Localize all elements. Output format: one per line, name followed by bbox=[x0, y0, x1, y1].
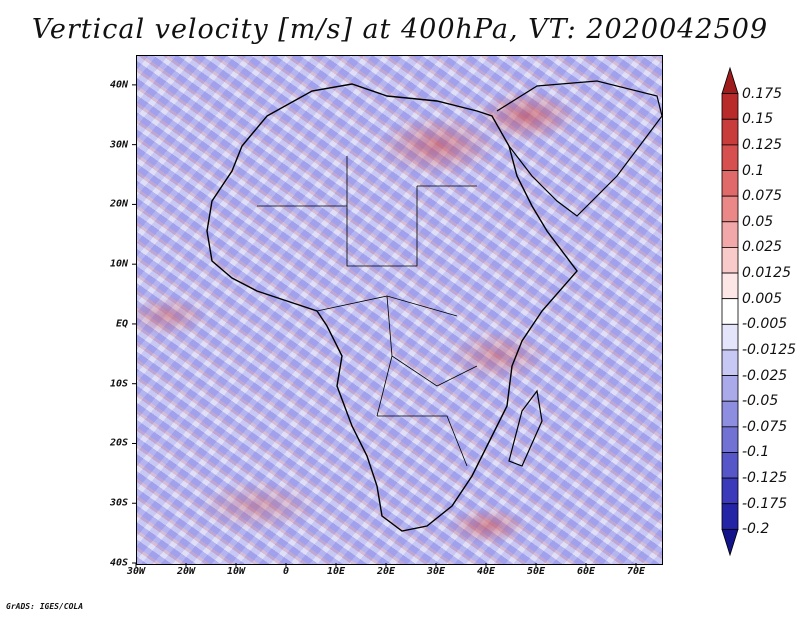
colorbar-label: 0.0125 bbox=[742, 265, 791, 282]
colorbar-label: -0.005 bbox=[742, 316, 788, 333]
lon-tick-label: 30W bbox=[126, 566, 146, 577]
colorbar-swatch bbox=[721, 349, 739, 376]
colorbar-label: -0.0125 bbox=[742, 341, 797, 358]
map-plot-area bbox=[136, 55, 663, 565]
colorbar-swatch bbox=[721, 93, 739, 120]
colorbar-swatch bbox=[721, 247, 739, 274]
lat-tick-label: 10N bbox=[109, 258, 128, 270]
colorbar-label: -0.025 bbox=[742, 367, 788, 384]
colorbar-swatch bbox=[721, 528, 739, 557]
colorbar-swatch bbox=[721, 298, 739, 325]
grads-credit: GrADS: IGES/COLA bbox=[6, 602, 84, 611]
lon-tick-label: 70E bbox=[626, 566, 646, 577]
lat-tick-label: 20N bbox=[109, 198, 128, 210]
lon-tick-label: 10E bbox=[326, 566, 346, 577]
colorbar-swatch bbox=[721, 426, 739, 453]
colorbar-label: 0.025 bbox=[742, 239, 783, 256]
lon-tick-label: 40E bbox=[476, 566, 496, 577]
lon-tick-label: 30E bbox=[426, 566, 446, 577]
colorbar-label: -0.075 bbox=[742, 418, 788, 435]
colorbar-swatch bbox=[721, 170, 739, 197]
lon-tick-label: 20W bbox=[176, 566, 196, 577]
lat-tick-label: 10S bbox=[109, 378, 128, 390]
lon-tick-label: 50E bbox=[526, 566, 546, 577]
africa-outline bbox=[206, 80, 662, 532]
plot-title: Vertical velocity [m/s] at 400hPa, VT: 2… bbox=[31, 14, 769, 45]
lon-tick-label: 0 bbox=[282, 566, 290, 577]
lat-tick-label: 20S bbox=[109, 437, 128, 449]
colorbar-label: 0.1 bbox=[742, 162, 765, 179]
colorbar-swatch bbox=[721, 195, 739, 223]
colorbar-swatch bbox=[721, 477, 739, 505]
lat-tick-label: 30S bbox=[109, 497, 128, 509]
colorbar-label: 0.125 bbox=[742, 136, 783, 153]
colorbar-label: 0.05 bbox=[742, 213, 774, 230]
lat-tick-label: 40N bbox=[109, 79, 128, 91]
colorbar-swatch bbox=[721, 400, 739, 428]
lat-tick-label: 30N bbox=[109, 139, 128, 151]
lat-tick-label: EQ bbox=[115, 318, 128, 330]
colorbar-swatch bbox=[721, 323, 739, 351]
colorbar-label: -0.175 bbox=[742, 495, 788, 512]
colorbar-swatch bbox=[721, 118, 739, 146]
colorbar-swatch bbox=[721, 272, 739, 300]
colorbar-label: 0.075 bbox=[742, 188, 783, 205]
lon-tick-label: 60E bbox=[576, 566, 596, 577]
colorbar-label: 0.15 bbox=[742, 111, 774, 128]
colorbar-swatch bbox=[721, 503, 739, 530]
colorbar-swatch bbox=[721, 452, 739, 479]
colorbar-label: 0.005 bbox=[742, 290, 783, 307]
colorbar-label: -0.2 bbox=[742, 521, 770, 538]
lon-tick-label: 20E bbox=[376, 566, 396, 577]
colorbar-label: -0.05 bbox=[742, 393, 779, 410]
colorbar-swatch bbox=[721, 144, 739, 171]
colorbar-label: 0.175 bbox=[742, 85, 783, 102]
lat-tick-label: 40S bbox=[109, 557, 128, 569]
colorbar-swatch bbox=[721, 66, 739, 95]
colorbar-label: -0.1 bbox=[742, 444, 770, 461]
colorbar-label: -0.125 bbox=[742, 470, 788, 487]
colorbar-swatch bbox=[721, 221, 739, 248]
lon-tick-label: 10W bbox=[226, 566, 246, 577]
colorbar-swatch bbox=[721, 375, 739, 402]
